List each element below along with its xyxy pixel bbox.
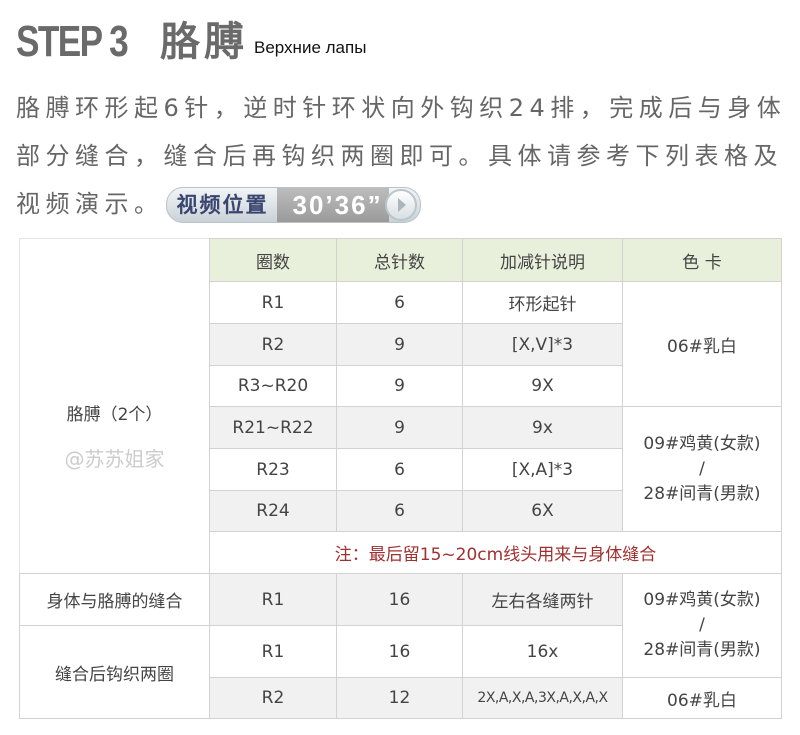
note-cell: 2X,A,X,A,3X,A,X,A,X	[462, 677, 623, 719]
note-cell: 9x	[462, 406, 623, 449]
color-separator: /	[699, 458, 705, 479]
section-subtitle: Верхние лапы	[254, 38, 367, 57]
note-cell: 9X	[462, 365, 623, 407]
total-cell: 6	[336, 490, 463, 532]
round-cell: R1	[209, 573, 337, 626]
round-cell: R2	[209, 677, 337, 719]
total-cell: 12	[336, 677, 463, 719]
color-option: 09#鸡黄(女款)	[643, 433, 761, 454]
total-cell: 6	[336, 448, 463, 491]
color-option: 09#鸡黄(女款)	[643, 590, 761, 610]
note-cell: [X,V]*3	[462, 323, 623, 366]
total-cell: 6	[336, 281, 463, 324]
join-label: 身体与胳膊的缝合	[19, 573, 210, 626]
intro-paragraph: 胳膊环形起6针，逆时针环状向外钩织24排，完成后与身体部分缝合，缝合后再钩织两圈…	[16, 84, 796, 228]
header-total: 总针数	[336, 238, 463, 282]
step-number: STEP 3	[16, 17, 129, 66]
round-cell: R3~R20	[209, 365, 337, 407]
remark: 注：最后留15~20cm线头用来与身体缝合	[209, 531, 782, 574]
intro-text: 胳膊环形起6针，逆时针环状向外钩织24排，完成后与身体部分缝合，缝合后再钩织两圈…	[16, 94, 787, 218]
color-cell: 09#鸡黄(女款) / 28#间青(男款)	[622, 573, 782, 678]
color-option: 28#间青(男款)	[643, 483, 761, 504]
arm-label-cell: 胳膊（2个） @苏苏姐家	[19, 238, 210, 574]
step-title: STEP 3 胳膊 Верхние лапы	[16, 18, 366, 66]
round-cell: R2	[209, 323, 337, 366]
total-cell: 16	[336, 625, 463, 678]
play-icon[interactable]	[384, 189, 417, 221]
note-cell: [X,A]*3	[462, 448, 623, 491]
round-cell: R21~R22	[209, 406, 337, 449]
color-cell: 06#乳白	[622, 281, 782, 407]
section-title: 胳膊	[160, 19, 248, 65]
color-cell: 09#鸡黄(女款) / 28#间青(男款)	[622, 406, 782, 532]
table-row: 缝合后钩织两圈 R1 16 16x	[19, 625, 782, 719]
watermark: @苏苏姐家	[64, 447, 165, 471]
header-color: 色 卡	[622, 238, 782, 282]
color-cell: 06#乳白	[622, 677, 782, 719]
round-cell: R1	[209, 625, 337, 678]
header-notes: 加减针说明	[462, 238, 623, 282]
total-cell: 16	[336, 573, 463, 626]
video-label: 视频位置	[176, 193, 269, 217]
note-cell: 6X	[462, 490, 623, 532]
table-row: R3~R20 9 9X	[20, 365, 782, 407]
note-cell: 16x	[462, 625, 623, 678]
table-row: R23 6 [X,A]*3	[20, 448, 782, 491]
total-cell: 9	[336, 365, 463, 407]
remark-row: 注：最后留15~20cm线头用来与身体缝合	[20, 531, 782, 574]
round-cell: R23	[209, 448, 337, 491]
color-option: 28#间青(男款)	[643, 640, 761, 660]
note-cell: 左右各缝两针	[462, 573, 623, 626]
table-row: R1 6 环形起针 06#乳白	[20, 281, 782, 407]
video-position-button[interactable]: 视频位置 30’36”	[165, 187, 421, 223]
header-rounds: 圈数	[209, 238, 337, 282]
total-cell: 9	[336, 323, 463, 366]
pattern-table: 胳膊（2个） @苏苏姐家 圈数 总针数 加减针说明 色 卡 R1 6 环形起针 0…	[19, 238, 782, 719]
note-cell: 环形起针	[462, 281, 623, 324]
color-separator: /	[699, 615, 705, 635]
round-cell: R1	[209, 281, 337, 324]
round-cell: R24	[209, 490, 337, 532]
arm-label: 胳膊（2个）	[66, 405, 163, 425]
after-label: 缝合后钩织两圈	[19, 625, 210, 719]
video-time: 30’36”	[276, 188, 389, 222]
total-cell: 9	[336, 406, 463, 449]
table-row: 身体与胳膊的缝合 R1 16 左右各缝两针 09#鸡黄(女款) / 28#间青(男款…	[19, 573, 782, 678]
